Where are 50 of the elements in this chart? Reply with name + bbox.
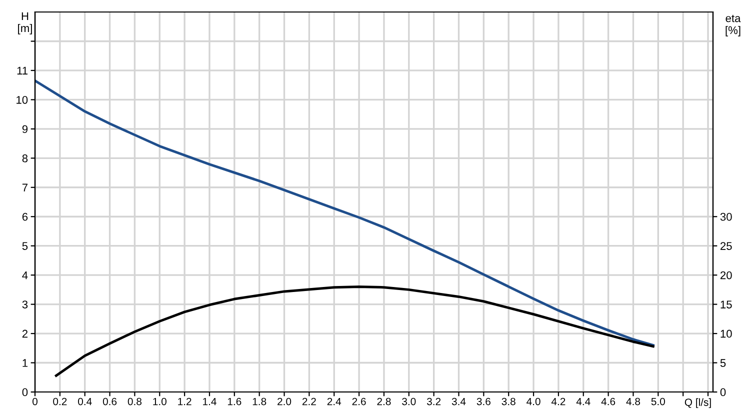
- line-series: [54, 286, 654, 377]
- y-tick-label: 1: [22, 359, 28, 367]
- x-tick-label: 1.6: [228, 398, 242, 406]
- y-tick-label: 6: [22, 212, 28, 221]
- y2-tick-label: 15: [720, 300, 732, 308]
- x-tick-label: 1.4: [203, 398, 216, 406]
- line-series: [35, 79, 654, 346]
- x-tick-label: 0.2: [53, 398, 67, 406]
- x-tick-label: 3.4: [452, 398, 466, 406]
- x-tick-label: 0.8: [128, 398, 142, 406]
- x-tick-label: 3.2: [426, 398, 441, 406]
- y-tick-label: 7: [22, 184, 28, 192]
- x-tick-label: 3.6: [476, 398, 490, 406]
- y-tick-label: 2: [22, 330, 28, 338]
- y2-tick-label: 30: [720, 212, 732, 221]
- x-tick-label: 4.6: [601, 398, 616, 406]
- y-tick-label: 4: [22, 271, 28, 280]
- x-tick-label: 2.0: [278, 398, 292, 406]
- x-tick-label: 0.6: [102, 398, 117, 406]
- x-tick-label: 4.4: [576, 398, 590, 406]
- x-tick-label: 3.8: [502, 398, 516, 406]
- y-axis-title: H [m]: [18, 12, 32, 34]
- x-tick-label: 2.4: [327, 398, 342, 406]
- x-tick-label: 5.0: [651, 398, 665, 406]
- y2-tick-label: 25: [720, 242, 732, 250]
- x-tick-label: 1.2: [178, 398, 192, 406]
- x-tick-label: 4.2: [551, 398, 566, 406]
- y-tick-label: 8: [22, 154, 28, 162]
- y-tick-label: 3: [22, 300, 28, 308]
- x-tick-label: 4.8: [626, 398, 640, 406]
- x-tick-label: 1.8: [252, 398, 266, 406]
- x-tick-label: 0: [32, 398, 38, 406]
- y2-tick-label: 5: [720, 359, 726, 367]
- y2-axis-title: eta [%]: [726, 14, 741, 36]
- x-tick-label: 1.0: [153, 398, 166, 406]
- x-tick-label: 2.6: [352, 398, 366, 406]
- y2-tick-label: 10: [720, 330, 732, 338]
- y-tick-label: 10: [16, 96, 28, 104]
- y2-tick-label: 20: [720, 271, 732, 280]
- y-tick-label: 11: [17, 66, 28, 74]
- x-tick-label: 0.4: [78, 398, 92, 406]
- x-tick-label: 2.8: [377, 398, 391, 406]
- x-tick-label: 4.0: [526, 398, 540, 406]
- x-tick-label: 3.0: [402, 398, 416, 406]
- y-tick-label: 5: [22, 242, 28, 250]
- y2-tick-label: 0: [720, 388, 726, 396]
- y-tick-label: 0: [22, 388, 28, 396]
- x-tick-label: 2.2: [302, 398, 316, 406]
- y-tick-label: 9: [22, 125, 28, 134]
- x-axis-title: Q [l/s]: [684, 398, 711, 408]
